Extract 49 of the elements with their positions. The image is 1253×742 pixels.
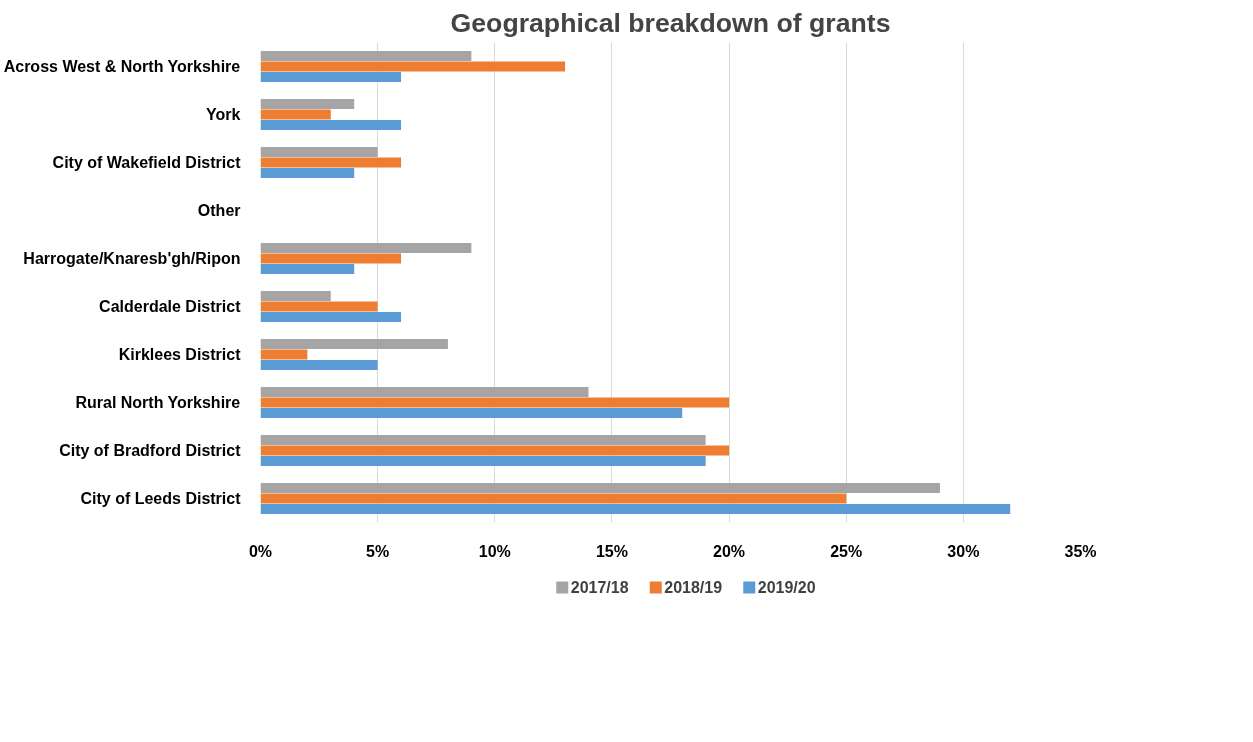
bar xyxy=(260,456,706,467)
y-tick-label: City of Wakefield District xyxy=(52,154,242,171)
bar xyxy=(260,386,589,397)
bar xyxy=(260,253,402,264)
y-tick-label: Across West & North Yorkshire xyxy=(3,58,241,75)
x-tick-label: 25% xyxy=(830,542,863,560)
bar xyxy=(260,98,355,109)
y-tick-label: City of Leeds District xyxy=(80,490,242,507)
bar xyxy=(260,120,402,131)
bar xyxy=(260,61,566,72)
bar xyxy=(260,360,378,371)
bar xyxy=(260,301,378,312)
bar xyxy=(260,504,1011,515)
legend-label: 2018/19 xyxy=(664,579,723,596)
chart-title: Geographical breakdown of grants xyxy=(450,7,891,38)
x-tick-label: 35% xyxy=(1064,542,1097,560)
bar xyxy=(260,50,472,61)
bar xyxy=(260,397,730,408)
bar xyxy=(260,109,331,120)
y-tick-label: York xyxy=(206,106,241,123)
x-tick-label: 0% xyxy=(248,542,273,560)
bar xyxy=(260,157,402,168)
bar xyxy=(260,146,378,157)
bar xyxy=(260,445,730,456)
bar xyxy=(260,338,448,349)
x-tick-label: 10% xyxy=(478,542,511,560)
x-tick-label: 20% xyxy=(713,542,746,560)
bar xyxy=(260,168,355,179)
y-tick-label: Rural North Yorkshire xyxy=(75,394,241,411)
legend-label: 2019/20 xyxy=(757,579,816,596)
bar xyxy=(260,242,472,253)
y-tick-label: Other xyxy=(197,202,241,219)
bar xyxy=(260,408,683,419)
x-tick-label: 30% xyxy=(947,542,980,560)
x-tick-label: 5% xyxy=(366,542,390,560)
bar xyxy=(260,349,308,360)
bar xyxy=(260,493,847,504)
bar xyxy=(260,312,402,323)
legend-label: 2017/18 xyxy=(570,579,629,596)
y-tick-label: Harrogate/Knaresb'gh/Ripon xyxy=(23,250,241,267)
bar xyxy=(260,264,355,275)
y-tick-label: Calderdale District xyxy=(99,298,242,315)
bar xyxy=(260,290,331,301)
x-tick-label: 15% xyxy=(595,542,628,560)
bar xyxy=(260,482,940,493)
bar xyxy=(260,72,402,83)
y-tick-label: City of Bradford District xyxy=(59,442,242,459)
bar xyxy=(260,434,706,445)
y-tick-label: Kirklees District xyxy=(118,346,242,363)
